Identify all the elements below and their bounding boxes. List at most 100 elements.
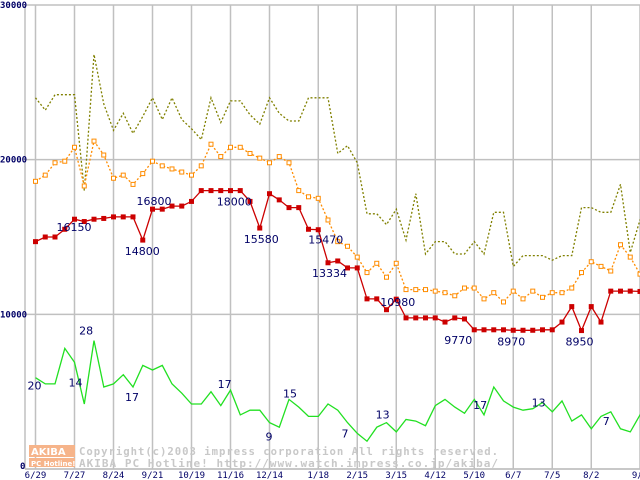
point-marker-main [608,288,614,294]
point-marker-main [423,315,428,321]
point-marker-middle [72,144,77,150]
data-label: 28 [79,325,93,338]
point-marker-main [228,188,233,194]
point-marker-middle [159,163,165,169]
point-marker-middle [637,271,640,277]
point-marker-main [432,315,438,321]
point-marker-middle [608,268,614,274]
point-marker-main [169,203,175,209]
point-marker-middle [452,293,458,299]
point-marker-main [345,265,350,271]
point-marker-middle [588,259,594,265]
point-marker-main [335,258,341,264]
point-marker-main [42,234,48,240]
point-marker-main [374,296,380,302]
data-label: 13 [376,409,390,422]
grid [24,4,640,470]
point-marker-main [598,319,604,325]
point-marker-main [471,327,477,333]
point-marker-middle [403,287,409,293]
y-tick-label: 0 [20,462,25,472]
data-label: 10980 [380,296,415,309]
x-tick-label: 9/13 [639,471,640,480]
point-marker-middle [130,181,136,187]
point-marker-main [442,319,448,325]
url-text: AKIBA PC Hotline! http://www.watch.impre… [79,457,499,470]
series-group [33,54,640,443]
point-marker-middle [432,288,438,294]
y-tick-label: 20000 [0,156,27,166]
x-tick-label: 12/14 [256,471,283,480]
point-marker-main [491,327,497,333]
x-axis-ticks: 6/29 7/27 8/24 9/21 10/19 11/16 12/14 1/18 2/15 3… [25,471,640,480]
point-marker-main [208,188,214,194]
point-marker-main [286,205,292,211]
point-marker-main [384,307,389,313]
point-marker-middle [120,172,126,178]
data-label: 17 [473,399,487,412]
point-marker-main [413,315,419,321]
point-marker-middle [374,260,380,266]
data-label: 16800 [137,195,172,208]
point-marker-middle [189,172,194,178]
point-marker-middle [257,155,263,161]
point-marker-main [91,216,97,222]
point-marker-main [62,226,68,232]
point-marker-middle [559,290,565,296]
point-marker-main [569,304,575,310]
logo-bottom-text: PC Hotline! [31,460,75,468]
data-label: 15 [283,387,297,400]
y-axis-ticks: 0 10000 20000 30000 [0,1,27,472]
point-marker-middle [286,160,292,166]
point-marker-main [510,327,516,333]
data-label: 8970 [497,335,525,348]
x-tick-label: 8/24 [103,471,125,480]
point-marker-middle [579,270,584,276]
point-marker-main [140,237,146,243]
point-marker-middle [354,254,360,260]
data-label: 17 [125,391,139,404]
point-marker-middle [296,188,302,194]
point-marker-middle [627,254,633,260]
x-tick-label: 11/16 [217,471,244,480]
point-marker-main [549,327,555,333]
point-marker-middle [91,138,97,144]
point-marker-main [120,214,126,220]
point-marker-middle [198,163,204,169]
x-tick-label: 4/12 [424,471,446,480]
data-label: 20 [28,380,42,393]
point-marker-middle [228,144,233,150]
point-marker-middle [618,242,623,248]
y-tick-label: 10000 [0,310,27,320]
point-marker-main [179,203,185,209]
point-marker-main [637,288,640,294]
data-label: 16150 [57,221,92,234]
point-marker-middle [81,183,87,189]
point-marker-main [276,197,282,203]
point-marker-main [101,215,107,221]
point-marker-middle [413,287,419,293]
point-marker-main [618,288,623,294]
point-marker-middle [530,288,536,294]
point-marker-middle [471,285,477,291]
data-label: 14 [69,376,83,389]
point-marker-main [150,206,155,212]
data-label: 18000 [217,196,252,209]
x-tick-label: 9/21 [142,471,164,480]
x-tick-label: 6/29 [25,471,47,480]
point-marker-main [111,214,116,220]
point-marker-main [237,188,243,194]
data-labels: 16150 14800 16800 18000 15580 15470 13334 10980… [28,195,610,443]
point-marker-middle [218,154,224,160]
series-line-main [35,189,640,333]
series-line-upper [34,54,640,268]
point-marker-middle [384,274,389,280]
point-marker-main [530,327,536,333]
point-marker-middle [442,290,448,296]
point-marker-main [130,214,136,220]
x-tick-label: 1/18 [307,471,329,480]
point-marker-middle [237,144,243,150]
point-marker-main [159,206,165,212]
data-label: 8950 [566,336,594,349]
